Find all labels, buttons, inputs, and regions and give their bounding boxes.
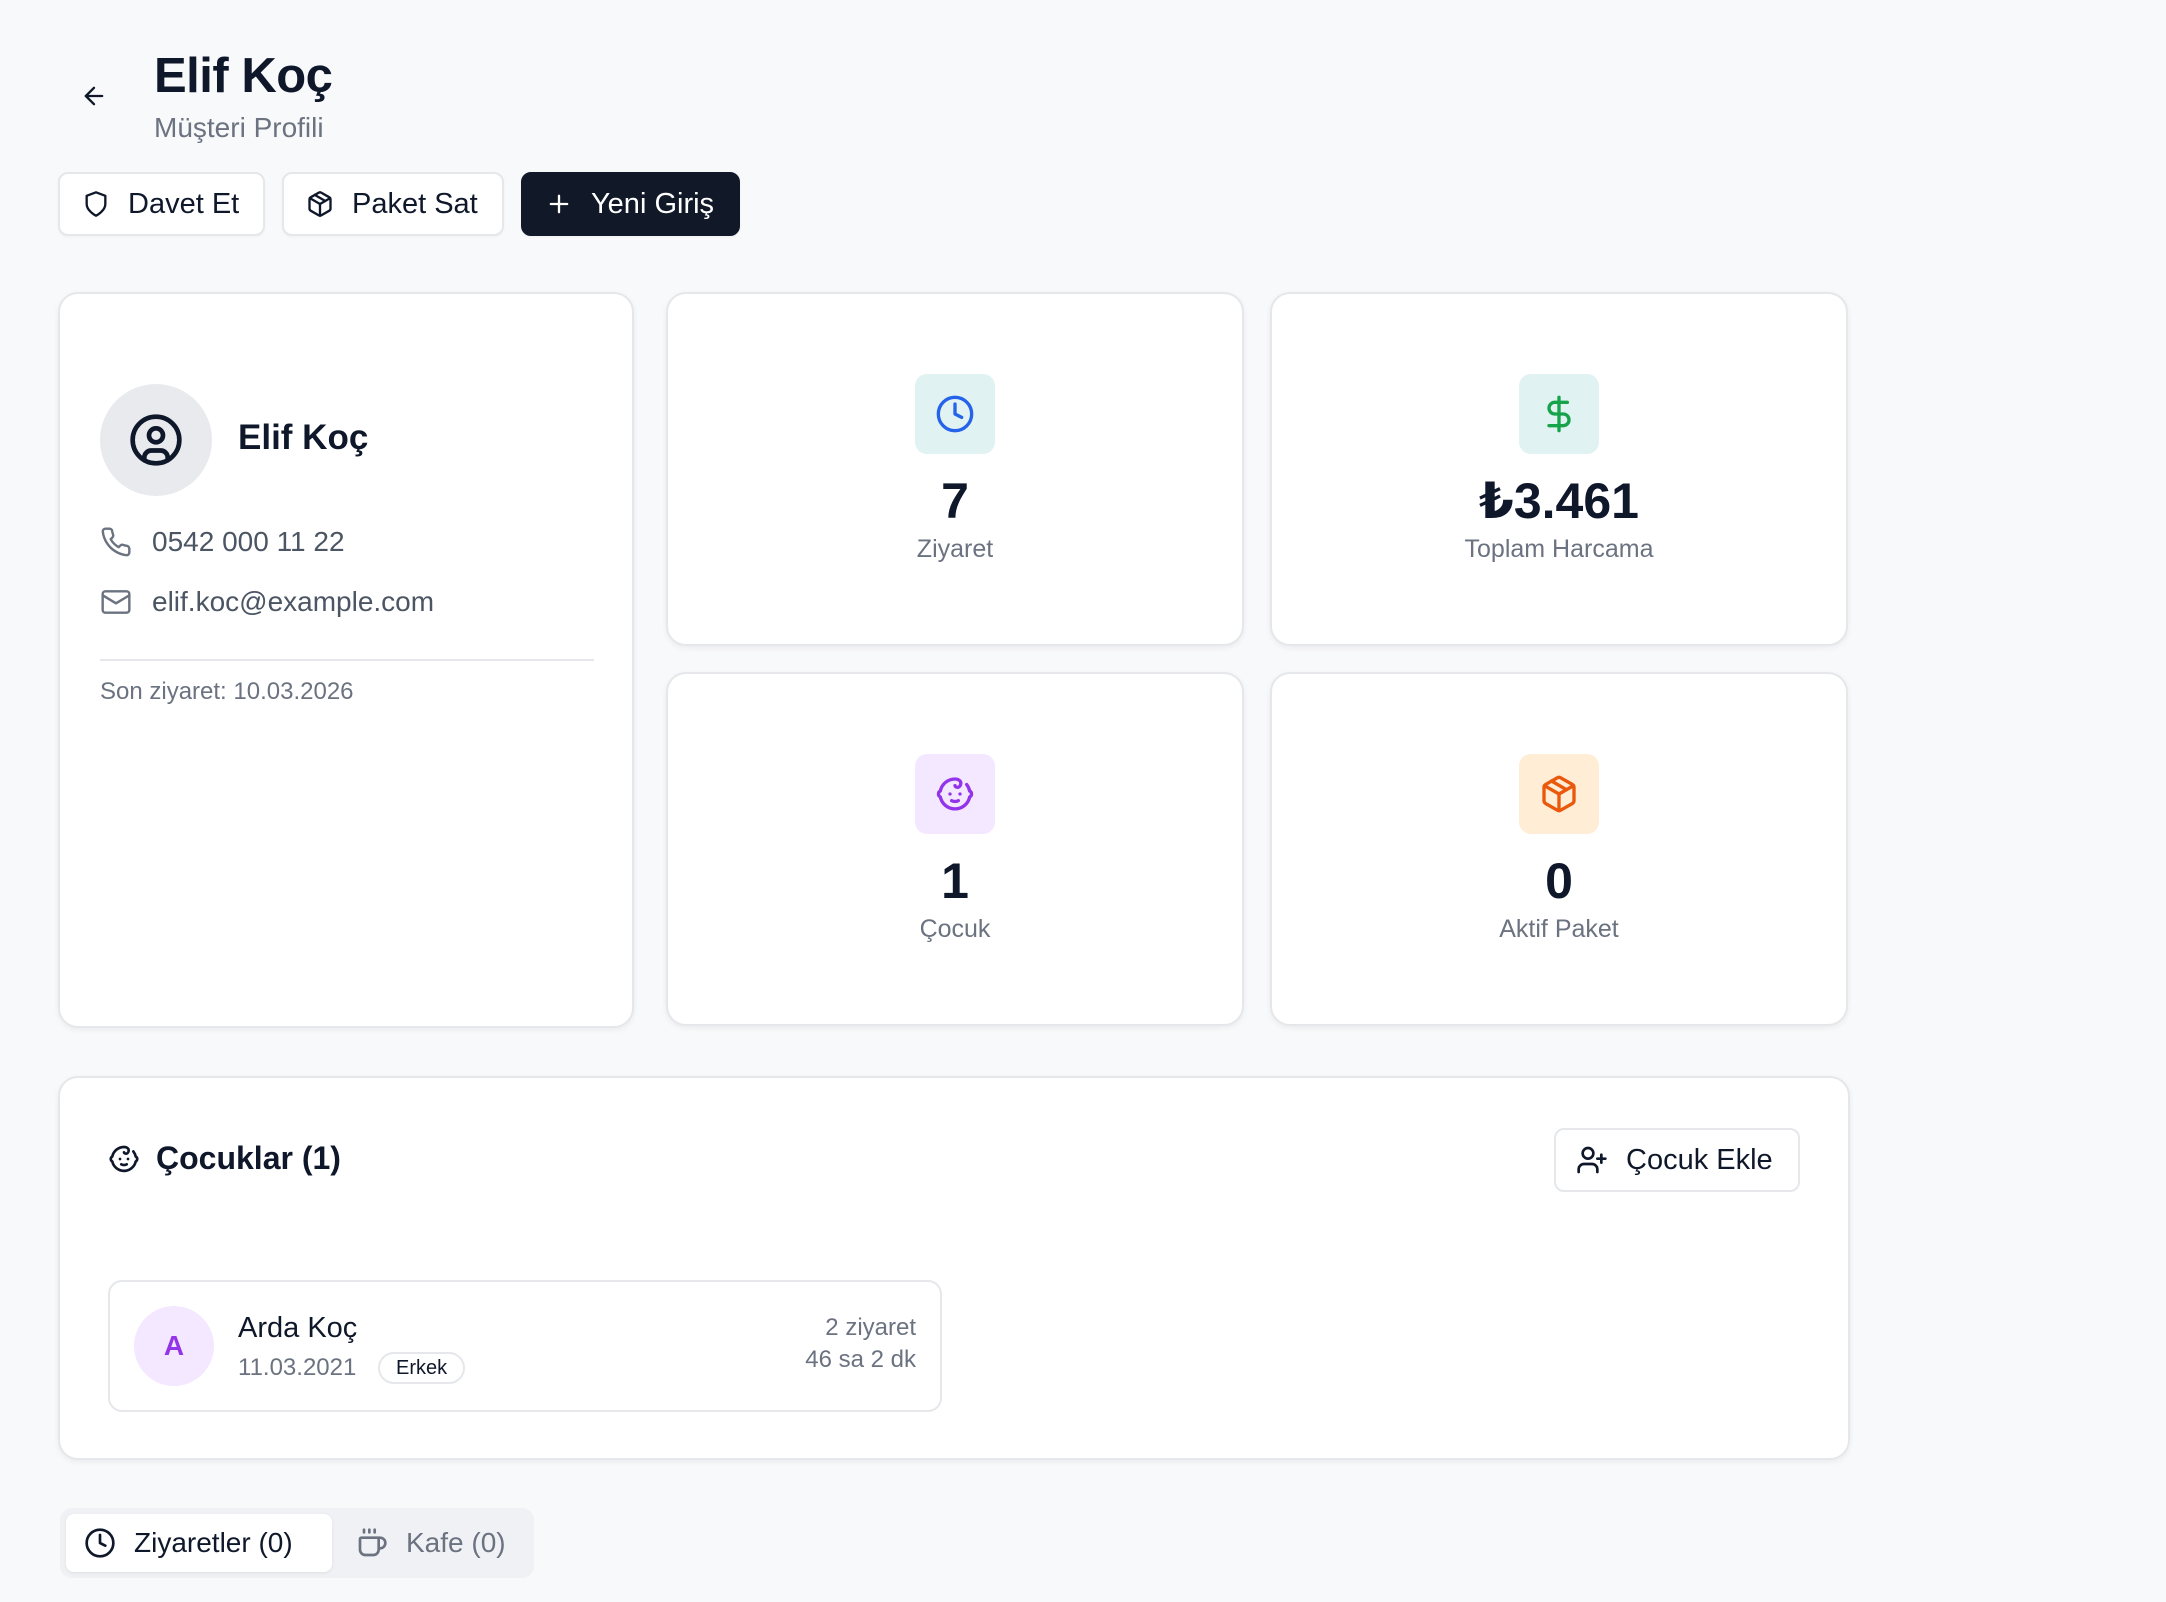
tab-cafe-label: Kafe (0) — [406, 1527, 506, 1558]
stat-label: Çocuk — [919, 915, 991, 943]
stat-label: Toplam Harcama — [1464, 535, 1654, 563]
tab-visits-label: Ziyaretler (0) — [134, 1527, 293, 1558]
package-icon — [1542, 775, 1576, 813]
shield-icon — [85, 191, 107, 217]
phone-row: 0542 000 11 22 — [100, 526, 345, 558]
email-text: elif.koc@example.com — [152, 586, 435, 617]
stat-value: 7 — [941, 473, 969, 529]
child-total-duration: 46 sa 2 dk — [805, 1346, 916, 1374]
stat-icon-box — [1519, 754, 1599, 834]
clock-icon — [936, 395, 974, 433]
last-visit-text: Son ziyaret: 10.03.2026 — [100, 678, 354, 705]
stat-card-children: 1 Çocuk — [666, 672, 1244, 1026]
children-title: Çocuklar (1) — [108, 1140, 341, 1177]
invite-button[interactable]: Davet Et — [58, 172, 265, 236]
child-birth-date: 11.03.2021 — [238, 1354, 357, 1381]
stat-value: ₺3.461 — [1479, 473, 1639, 529]
divider — [100, 659, 594, 661]
tab-cafe[interactable]: Kafe (0) — [338, 1514, 524, 1572]
stat-label: Ziyaret — [916, 535, 994, 563]
sell-package-button[interactable]: Paket Sat — [282, 172, 504, 236]
baby-icon — [936, 777, 974, 811]
child-avatar: A — [134, 1306, 214, 1386]
mail-icon — [101, 590, 131, 614]
child-stats: 2 ziyaret 46 sa 2 dk — [805, 1312, 916, 1377]
children-title-label: Çocuklar (1) — [156, 1140, 341, 1176]
child-name: Arda Koç — [238, 1312, 358, 1344]
invite-button-label: Davet Et — [128, 187, 240, 220]
new-entry-button[interactable]: Yeni Giriş — [521, 172, 740, 236]
user-plus-icon — [1577, 1146, 1607, 1174]
profile-name: Elif Koç — [238, 418, 369, 457]
phone-text: 0542 000 11 22 — [152, 526, 345, 557]
new-entry-button-label: Yeni Giriş — [591, 187, 715, 220]
stat-value: 1 — [941, 853, 969, 909]
action-bar: Davet Et Paket Sat Yeni Giriş — [58, 172, 740, 236]
stat-card-visits: 7 Ziyaret — [666, 292, 1244, 646]
stat-label: Aktif Paket — [1499, 915, 1619, 943]
profile-card: Elif Koç 0542 000 11 22 elif.koc@example… — [58, 292, 634, 1028]
tab-bar: Ziyaretler (0) Kafe (0) — [60, 1508, 534, 1578]
plus-icon — [549, 194, 569, 214]
coffee-icon — [358, 1528, 387, 1557]
stat-card-active-package: 0 Aktif Paket — [1270, 672, 1848, 1026]
stat-icon-box — [915, 754, 995, 834]
stat-value: 0 — [1545, 853, 1573, 909]
user-circle-icon — [130, 414, 182, 466]
email-row: elif.koc@example.com — [100, 586, 434, 618]
sell-package-button-label: Paket Sat — [352, 187, 478, 220]
add-child-button-label: Çocuk Ekle — [1626, 1143, 1773, 1176]
stat-icon-box — [915, 374, 995, 454]
stat-card-total-spend: ₺3.461 Toplam Harcama — [1270, 292, 1848, 646]
children-section: Çocuklar (1) Çocuk Ekle A Arda Koç 11.03… — [58, 1076, 1850, 1460]
clock-icon — [85, 1528, 115, 1558]
child-visit-count: 2 ziyaret — [825, 1314, 916, 1341]
stat-icon-box — [1519, 374, 1599, 454]
phone-icon — [101, 527, 131, 557]
page-subtitle: Müşteri Profili — [154, 112, 324, 143]
add-child-button[interactable]: Çocuk Ekle — [1554, 1128, 1800, 1192]
avatar — [100, 384, 212, 496]
child-gender-badge: Erkek — [378, 1352, 466, 1384]
page-title: Elif Koç — [154, 49, 333, 103]
arrow-left-icon — [84, 86, 104, 106]
baby-icon — [109, 1145, 139, 1172]
child-list-item[interactable]: A Arda Koç 11.03.2021 Erkek 2 ziyaret 46… — [108, 1280, 942, 1412]
tab-visits[interactable]: Ziyaretler (0) — [66, 1514, 332, 1572]
back-button[interactable] — [70, 72, 118, 120]
dollar-icon — [1547, 395, 1571, 433]
package-icon — [308, 191, 332, 217]
